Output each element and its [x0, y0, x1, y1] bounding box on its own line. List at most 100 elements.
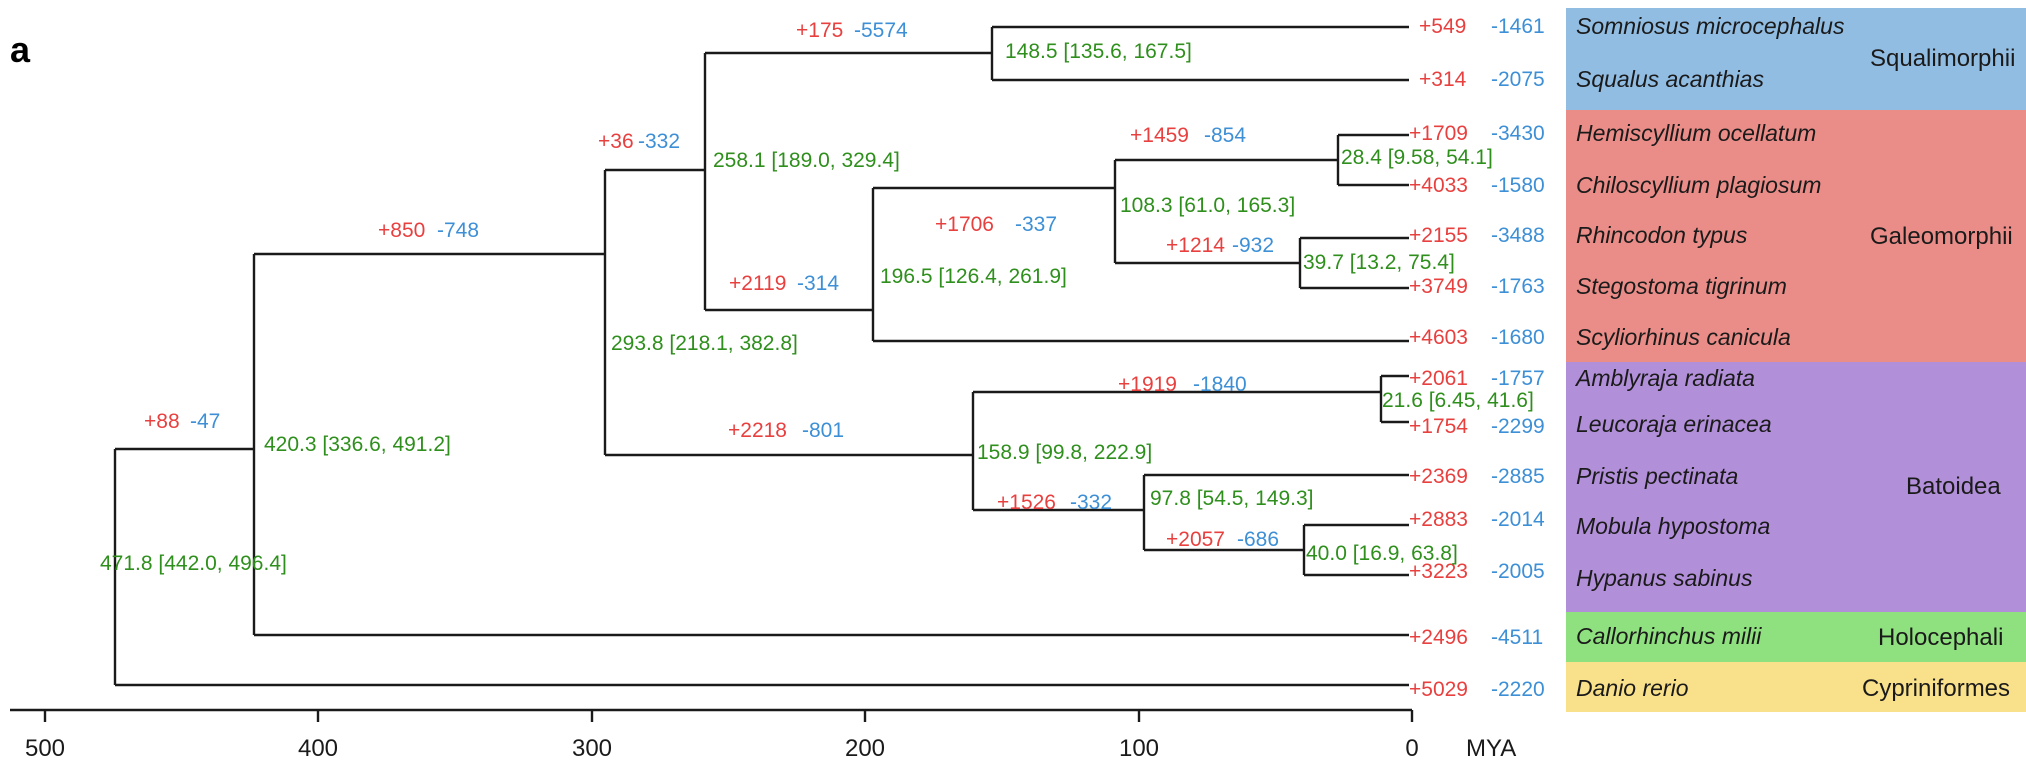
- tip-gain: +2883: [1409, 508, 1468, 531]
- node-loss: -1840: [1193, 373, 1247, 396]
- node-age: 420.3 [336.6, 491.2]: [264, 433, 451, 456]
- tree-branches: [113, 25, 1409, 687]
- branch-myliobatiformes: [1142, 473, 1409, 552]
- node-gain: +850: [378, 219, 425, 242]
- node-loss: -332: [638, 130, 680, 153]
- branch-rajidae: [1379, 374, 1409, 424]
- node-loss: -801: [802, 419, 844, 442]
- node-age: 97.8 [54.5, 149.3]: [1150, 487, 1313, 510]
- tip-gain: +3223: [1409, 560, 1468, 583]
- axis-tick-label: 300: [572, 735, 612, 762]
- node-loss: -932: [1232, 234, 1274, 257]
- species-label: Danio rerio: [1576, 675, 1689, 701]
- node-age: 196.5 [126.4, 261.9]: [880, 265, 1067, 288]
- tip-gain: +4033: [1409, 174, 1468, 197]
- species-labels: Somniosus microcephalus Squalus acanthia…: [1574, 13, 1845, 701]
- tip-loss: -1680: [1491, 326, 1545, 349]
- tip-loss: -2885: [1491, 465, 1545, 488]
- branch-galeomorphii: [871, 186, 1409, 343]
- tip-gain: +1709: [1409, 122, 1468, 145]
- node-loss: -332: [1070, 491, 1112, 514]
- node-age: 471.8 [442.0, 496.4]: [100, 552, 287, 575]
- node-age: 148.5 [135.6, 167.5]: [1005, 40, 1192, 63]
- species-label: Amblyraja radiata: [1574, 365, 1755, 391]
- branch-squalimorphii: [990, 25, 1409, 82]
- tip-loss: -1757: [1491, 367, 1545, 390]
- axis-tick-label: 500: [25, 735, 65, 762]
- node-gain: +2119: [729, 272, 786, 295]
- tip-loss: -2014: [1491, 508, 1545, 531]
- tip-gain: +314: [1419, 68, 1467, 91]
- node-age: 39.7 [13.2, 75.4]: [1303, 251, 1455, 274]
- species-label: Callorhinchus milii: [1576, 623, 1762, 649]
- node-gain: +175: [796, 19, 843, 42]
- clade-label-squalimorphii: Squalimorphii: [1870, 45, 2015, 72]
- clade-bands: [1566, 8, 2026, 712]
- node-gain: +36: [598, 130, 634, 153]
- tip-gain: +1754: [1409, 415, 1468, 438]
- node-gain: +1459: [1130, 124, 1189, 147]
- clade-band-squalimorphii: [1566, 8, 2026, 110]
- clade-label-galeomorphii: Galeomorphii: [1870, 223, 2013, 250]
- tip-loss: -2299: [1491, 415, 1545, 438]
- tip-gain: +2496: [1409, 626, 1468, 649]
- node-loss: -5574: [854, 19, 908, 42]
- node-gain: +88: [144, 410, 180, 433]
- axis-tick-label: 0: [1405, 735, 1418, 762]
- clade-band-cypriniformes: [1566, 662, 2026, 712]
- species-label: Hypanus sabinus: [1576, 565, 1753, 591]
- tip-gain: +4603: [1409, 326, 1468, 349]
- node-loss: -686: [1237, 528, 1279, 551]
- node-age: 28.4 [9.58, 54.1]: [1341, 146, 1493, 169]
- species-label: Mobula hypostoma: [1576, 513, 1770, 539]
- tip-loss: -3488: [1491, 224, 1545, 247]
- axis-tick-label: 200: [845, 735, 885, 762]
- tip-gain: +3749: [1409, 275, 1468, 298]
- branch-root: [113, 447, 1409, 687]
- panel-label: a: [10, 29, 31, 70]
- node-loss: -337: [1015, 213, 1057, 236]
- tip-counts: +549 -1461 +314 -2075 +1709 -3430 +4033 …: [1409, 15, 1545, 701]
- clade-band-batoidea: [1566, 362, 2026, 612]
- axis-unit-label: MYA: [1466, 735, 1516, 762]
- tip-loss: -2005: [1491, 560, 1545, 583]
- species-label: Scyliorhinus canicula: [1576, 324, 1791, 350]
- tip-loss: -4511: [1491, 626, 1543, 649]
- clade-label-holocephali: Holocephali: [1878, 624, 2003, 651]
- node-age: 293.8 [218.1, 382.8]: [611, 332, 798, 355]
- species-label: Pristis pectinata: [1576, 463, 1738, 489]
- branch-elasmobranchii: [603, 168, 973, 457]
- branch-batoidea: [971, 390, 1381, 512]
- node-gain: +1919: [1118, 373, 1177, 396]
- axis-tick-label: 100: [1119, 735, 1159, 762]
- branch-orectolobiformes: [1113, 158, 1338, 265]
- species-label: Rhincodon typus: [1576, 222, 1748, 248]
- tip-loss: -1763: [1491, 275, 1545, 298]
- tip-gain: +549: [1419, 15, 1466, 38]
- clade-label-cypriniformes: Cypriniformes: [1862, 675, 2010, 702]
- branch-selachii: [703, 51, 992, 312]
- node-loss: -854: [1204, 124, 1246, 147]
- branch-chondrichthyes: [252, 252, 1409, 637]
- node-age: 21.6 [6.45, 41.6]: [1382, 389, 1534, 412]
- tip-loss: -1461: [1491, 15, 1545, 38]
- time-axis: 500 400 300 200 100 0 MYA: [10, 708, 1516, 762]
- node-gain: +1526: [997, 491, 1056, 514]
- tip-gain: +2061: [1409, 367, 1468, 390]
- branch-rhincodon-stegostoma: [1298, 236, 1409, 290]
- clade-label-batoidea: Batoidea: [1906, 473, 2001, 500]
- axis-tick-label: 400: [298, 735, 338, 762]
- species-label: Hemiscyllium ocellatum: [1576, 120, 1816, 146]
- species-label: Squalus acanthias: [1576, 66, 1764, 92]
- node-ages: 471.8 [442.0, 496.4] 420.3 [336.6, 491.2…: [100, 40, 1534, 575]
- node-age: 158.9 [99.8, 222.9]: [977, 441, 1152, 464]
- node-gain: +2057: [1166, 528, 1225, 551]
- node-loss: -314: [797, 272, 839, 295]
- tip-loss: -2220: [1491, 678, 1545, 701]
- species-label: Chiloscyllium plagiosum: [1576, 172, 1821, 198]
- tip-gain: +2155: [1409, 224, 1468, 247]
- node-gain: +1214: [1166, 234, 1225, 257]
- node-gain: +1706: [935, 213, 994, 236]
- clade-labels: Squalimorphii Galeomorphii Batoidea Holo…: [1862, 45, 2015, 702]
- tip-gain: +2369: [1409, 465, 1468, 488]
